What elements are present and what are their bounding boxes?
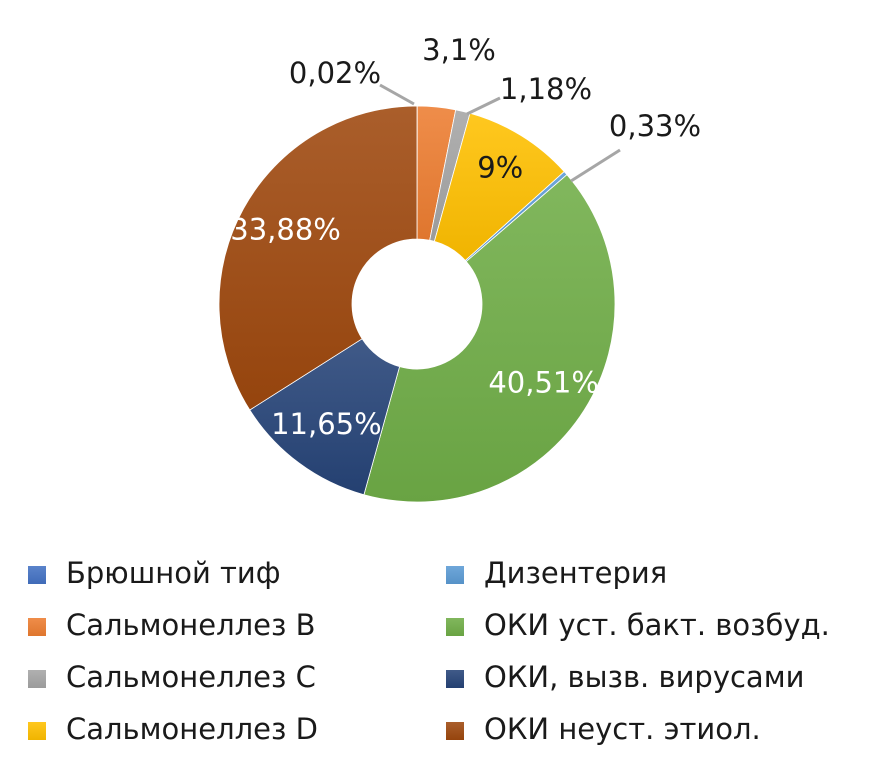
leader-line-1 bbox=[379, 83, 415, 106]
legend-item-6: ОКИ уст. бакт. возбуд. bbox=[446, 608, 830, 642]
legend-item-5: Дизентерия bbox=[446, 556, 667, 590]
legend-item-4: Сальмонеллез D bbox=[28, 712, 318, 746]
data-label-5: 0,33% bbox=[609, 109, 701, 143]
legend-swatch bbox=[446, 566, 464, 584]
legend-label: ОКИ неуст. этиол. bbox=[484, 712, 761, 746]
leader-line-5 bbox=[570, 148, 621, 183]
data-label-1: 0,02% bbox=[289, 56, 381, 90]
legend-label: Сальмонеллез В bbox=[66, 608, 316, 642]
leader-lines bbox=[379, 83, 621, 183]
slice-7 bbox=[249, 338, 401, 496]
legend-item-1: Брюшной тиф bbox=[28, 556, 281, 590]
legend-label: Брюшной тиф bbox=[66, 556, 281, 590]
legend: Брюшной тиф Дизентерия Сальмонеллез В ОКИ у… bbox=[28, 556, 830, 746]
legend-item-7: ОКИ, вызв. вирусами bbox=[446, 660, 804, 694]
legend-label: ОКИ уст. бакт. возбуд. bbox=[484, 608, 830, 642]
legend-label: Сальмонеллез D bbox=[66, 712, 318, 746]
legend-swatch bbox=[446, 722, 464, 740]
legend-swatch bbox=[28, 618, 46, 636]
data-label-7: 11,65% bbox=[271, 407, 382, 441]
legend-item-3: Сальмонеллез С bbox=[28, 660, 316, 694]
legend-item-2: Сальмонеллез В bbox=[28, 608, 316, 642]
data-label-3: 1,18% bbox=[500, 72, 592, 106]
data-label-4: 9% bbox=[477, 151, 523, 185]
legend-swatch bbox=[446, 670, 464, 688]
legend-label: Дизентерия bbox=[484, 556, 667, 590]
data-label-2: 3,1% bbox=[422, 33, 496, 67]
data-label-6: 40,51% bbox=[488, 365, 599, 399]
data-label-8: 33,88% bbox=[230, 213, 341, 247]
slice-8 bbox=[218, 105, 418, 411]
legend-swatch bbox=[28, 566, 46, 584]
slice-labels: 0,02% 3,1%1,18% 9% 0,33% 40,51% 11,65% 33,88% bbox=[230, 33, 701, 441]
legend-swatch bbox=[446, 618, 464, 636]
legend-swatch bbox=[28, 722, 46, 740]
legend-label: ОКИ, вызв. вирусами bbox=[484, 660, 804, 694]
slice-6 bbox=[363, 174, 616, 503]
donut-slices bbox=[218, 105, 616, 503]
leader-line-3 bbox=[466, 96, 501, 116]
legend-item-8: ОКИ неуст. этиол. bbox=[446, 712, 761, 746]
legend-swatch bbox=[28, 670, 46, 688]
legend-label: Сальмонеллез С bbox=[66, 660, 316, 694]
